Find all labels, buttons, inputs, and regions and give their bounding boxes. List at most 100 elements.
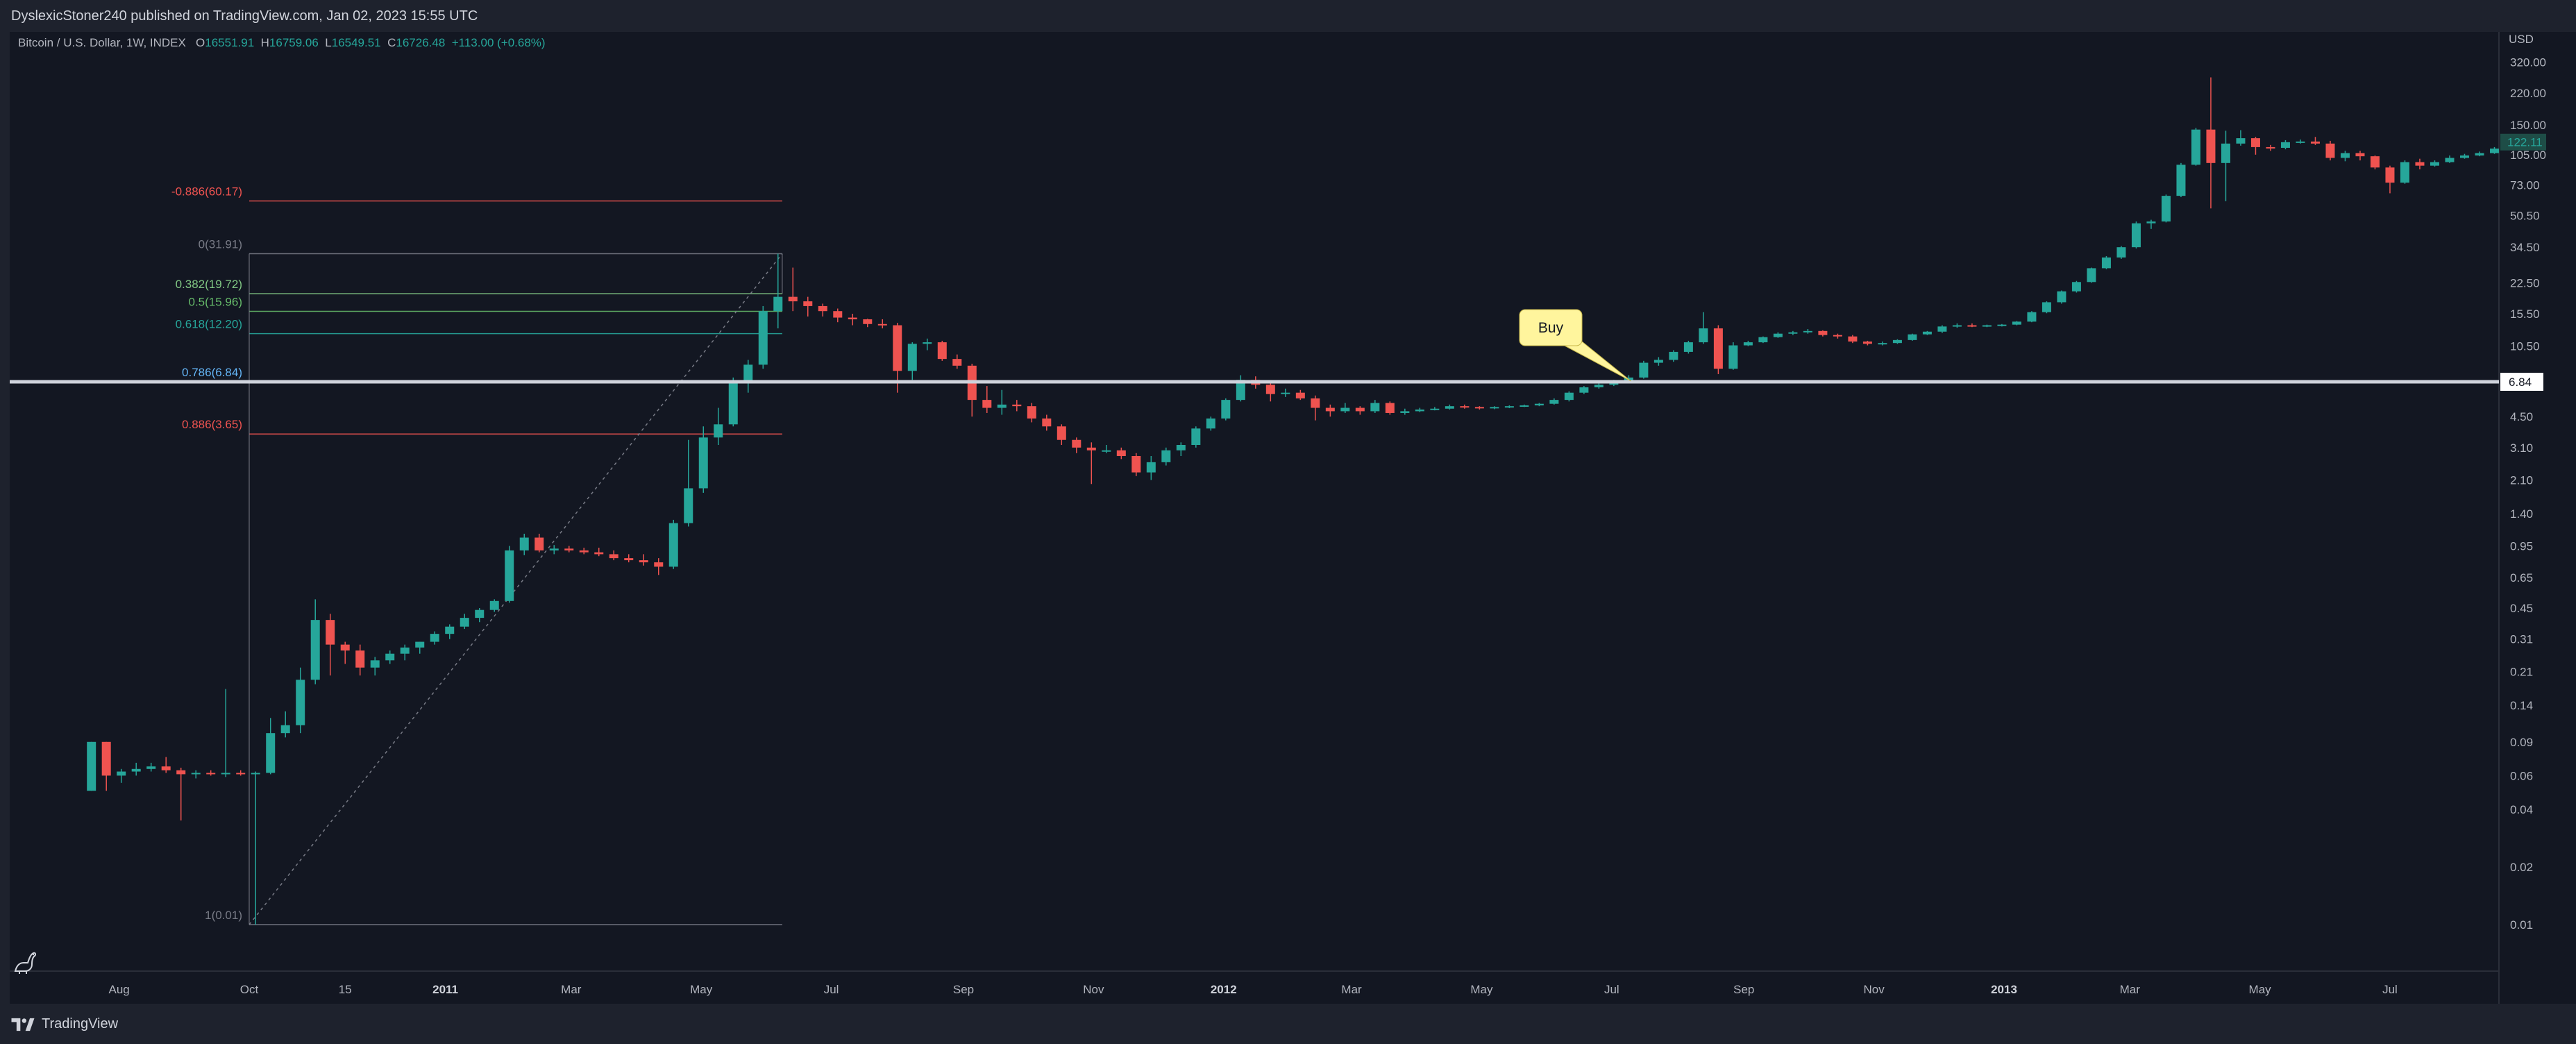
- candle-body: [430, 634, 439, 642]
- y-tick-label: 2.10: [2510, 473, 2533, 487]
- y-tick-label: 320.00: [2510, 56, 2546, 69]
- candle-body: [2057, 291, 2066, 303]
- candle-body: [654, 562, 664, 567]
- candle-body: [1385, 403, 1395, 413]
- candle-body: [1191, 428, 1201, 445]
- candle-body: [549, 548, 559, 550]
- chart-area[interactable]: USD 320.00 220.00 150.00 105.00 73.00 50.50 34.…: [10, 32, 2576, 1004]
- y-tick-label: 0.45: [2510, 602, 2533, 615]
- candle-body: [952, 359, 962, 366]
- candle-body: [2459, 155, 2469, 158]
- candle-body: [773, 296, 783, 312]
- fib-level-label: 1(0.01): [205, 909, 242, 922]
- candle-body: [1490, 407, 1499, 409]
- candle-body: [117, 771, 126, 776]
- fib-level-label: 0.382(19.72): [176, 278, 242, 291]
- x-tick-label: Sep: [953, 983, 974, 996]
- candle-body: [489, 600, 499, 610]
- candle-body: [326, 620, 335, 645]
- candle-body: [101, 741, 111, 776]
- candle-body: [2146, 221, 2156, 224]
- y-tick-label: 0.04: [2510, 803, 2533, 816]
- candle-body: [863, 319, 873, 324]
- y-tick-label: 34.50: [2510, 241, 2540, 254]
- fib-level-label: -0.886(60.17): [171, 185, 242, 199]
- candle-body: [1773, 333, 1783, 337]
- candle-body: [1504, 406, 1514, 408]
- publish-text: DyslexicStoner240 published on TradingVi…: [11, 8, 478, 24]
- x-tick-label: Sep: [1733, 983, 1754, 996]
- candle-body: [2340, 153, 2350, 158]
- low-value: 16549.51: [331, 36, 381, 49]
- fib-level-label: 0.886(3.65): [182, 418, 242, 431]
- candle-body: [639, 560, 648, 563]
- candle-body: [191, 773, 201, 775]
- candle-body: [2266, 146, 2275, 149]
- candle-body: [624, 558, 634, 561]
- candle-body: [1534, 403, 1544, 405]
- candle-body: [2296, 141, 2305, 143]
- x-tick-label: May: [1470, 983, 1493, 996]
- x-tick-label: Nov: [1083, 983, 1104, 996]
- x-tick-label: Mar: [2120, 983, 2141, 996]
- candle-body: [2071, 282, 2081, 292]
- candle-body: [310, 620, 320, 680]
- candle-body: [1131, 455, 1141, 473]
- y-tick-label: 150.00: [2510, 119, 2546, 132]
- candle-body: [788, 296, 798, 302]
- candle-body: [1325, 407, 1335, 412]
- candle-body: [579, 550, 589, 553]
- candle-body: [893, 325, 902, 371]
- y-tick-label: 0.06: [2510, 769, 2533, 782]
- candle-body: [2012, 321, 2021, 325]
- fib-level-label: 0.5(15.96): [189, 296, 243, 309]
- candle-body: [1743, 342, 1753, 346]
- candle-body: [1072, 439, 1081, 448]
- candle-body: [1937, 326, 1947, 332]
- buy-callout-box: [1519, 309, 1583, 346]
- candle-body: [1027, 406, 1036, 419]
- candle-body: [2489, 149, 2499, 153]
- tradingview-brand: TradingView: [42, 1016, 119, 1032]
- candle-body: [1862, 342, 1872, 344]
- candle-body: [146, 766, 156, 769]
- last-price-text: 122.11: [2507, 136, 2543, 149]
- candle-body: [355, 650, 365, 668]
- candle-body: [907, 344, 917, 371]
- candle-body: [475, 609, 485, 618]
- x-tick-label: Nov: [1864, 983, 1885, 996]
- candle-body: [2236, 138, 2246, 144]
- candle-body: [2325, 143, 2335, 158]
- dinosaur-icon[interactable]: [11, 948, 39, 975]
- candle-body: [385, 653, 395, 661]
- candle-body: [296, 680, 305, 725]
- candle-body: [1012, 404, 1022, 407]
- candlestick-chart[interactable]: USD 320.00 220.00 150.00 105.00 73.00 50.50 34.…: [10, 32, 2576, 1004]
- candle-body: [1952, 325, 1962, 327]
- candle-body: [445, 626, 455, 634]
- candle-body: [1445, 406, 1454, 409]
- candle-body: [1161, 450, 1171, 462]
- candle-body: [1594, 385, 1603, 387]
- candle-body: [2221, 143, 2230, 163]
- symbol-legend: Bitcoin / U.S. Dollar, 1W, INDEX O16551.…: [18, 36, 546, 50]
- candle-body: [1146, 462, 1156, 473]
- candle-body: [400, 647, 410, 654]
- candle-body: [2280, 142, 2290, 148]
- x-tick-label: Aug: [109, 983, 130, 996]
- change-value: +113.00 (+0.68%): [451, 36, 546, 49]
- tradingview-logo[interactable]: TradingView: [11, 1016, 118, 1032]
- candle-body: [1176, 444, 1186, 451]
- candle-body: [1788, 332, 1798, 334]
- candle-body: [2250, 138, 2260, 147]
- x-tick-label: 2013: [1991, 983, 2017, 996]
- candle-body: [1758, 337, 1768, 343]
- low-label: L: [325, 36, 332, 49]
- candle-body: [728, 380, 738, 425]
- x-tick-label: Jul: [824, 983, 839, 996]
- candle-body: [564, 548, 574, 550]
- candle-body: [1086, 447, 1096, 451]
- candle-body: [1311, 398, 1320, 408]
- candle-body: [982, 400, 992, 408]
- candle-body: [877, 323, 887, 326]
